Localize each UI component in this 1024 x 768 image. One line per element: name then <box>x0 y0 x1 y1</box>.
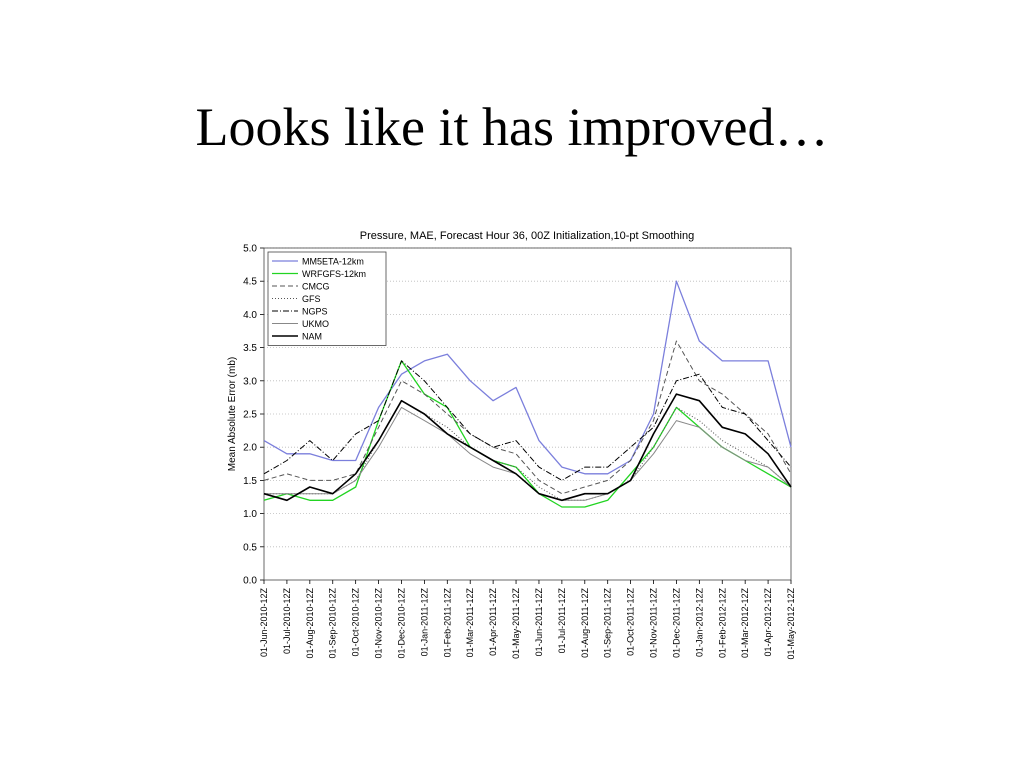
x-tick-label: 01-Jul-2010-12Z <box>282 588 292 655</box>
chart-title: Pressure, MAE, Forecast Hour 36, 00Z Ini… <box>360 230 694 242</box>
series-line-mm5eta-12km <box>263 280 792 475</box>
x-tick-label: 01-Mar-2012-12Z <box>740 587 750 658</box>
legend-label: NGPS <box>302 307 328 317</box>
chart-figure: Pressure, MAE, Forecast Hour 36, 00Z Ini… <box>220 222 810 682</box>
x-tick-label: 01-Jan-2012-12Z <box>694 588 704 658</box>
y-tick-label: 0.0 <box>243 576 257 587</box>
legend-label: NAM <box>302 332 322 342</box>
legend-label: MM5ETA-12km <box>302 257 364 267</box>
x-tick-label: 01-May-2012-12Z <box>786 588 796 660</box>
series-line-nam <box>263 393 792 502</box>
y-axis-label: Mean Absolute Error (mb) <box>227 357 238 472</box>
axes: 0.0 0.5 1.0 1.5 2.0 2.5 3.0 3.5 4.0 4.5 5.0 01-Jun-… <box>243 244 796 660</box>
line-chart: Pressure, MAE, Forecast Hour 36, 00Z Ini… <box>227 230 796 660</box>
y-tick-label: 3.0 <box>243 376 257 387</box>
legend: MM5ETA-12km WRFGFS-12km CMCG GFS NGPS UKMO NAM <box>267 251 387 346</box>
x-tick-label: 01-Dec-2011-12Z <box>671 588 681 658</box>
x-tick-label: 01-Mar-2011-12Z <box>465 588 475 658</box>
y-tick-label: 3.5 <box>243 343 257 354</box>
series-line-ukmo <box>264 406 792 501</box>
x-tick-label: 01-Dec-2010-12Z <box>396 588 406 659</box>
x-tick-label: 01-Nov-2010-12Z <box>374 588 384 659</box>
x-tick-label: 01-Oct-2010-12Z <box>351 588 361 657</box>
y-tick-label: 0.5 <box>243 542 257 553</box>
series-line-cmcg <box>263 340 792 495</box>
x-tick-label: 01-Jul-2011-12Z <box>557 588 567 654</box>
x-tick-label: 01-Jan-2011-12Z <box>419 587 429 656</box>
x-tick-label: 01-Aug-2010-12Z <box>305 587 315 658</box>
x-tick-label: 01-Sep-2010-12Z <box>328 587 338 658</box>
y-tick-label: 1.0 <box>243 509 257 520</box>
legend-label: UKMO <box>302 319 329 329</box>
x-tick-label: 01-Oct-2011-12Z <box>626 588 636 656</box>
y-tick-label: 2.5 <box>243 410 257 421</box>
y-tick-label: 1.5 <box>243 476 257 487</box>
legend-label: CMCG <box>302 282 330 292</box>
x-tick-label: 01-Feb-2011-12Z <box>442 588 452 658</box>
y-tick-label: 4.0 <box>243 310 257 321</box>
x-tick-label: 01-May-2011-12Z <box>511 588 521 659</box>
x-tick-label: 01-Aug-2011-12Z <box>580 588 590 658</box>
legend-label: WRFGFS-12km <box>302 269 366 279</box>
x-tick-label: 01-Jun-2011-12Z <box>534 587 544 656</box>
plot-frame <box>263 247 792 581</box>
y-tick-label: 2.0 <box>243 443 257 454</box>
y-tick-label: 5.0 <box>243 244 257 255</box>
x-tick-label: 01-Feb-2012-12Z <box>717 588 727 659</box>
x-tick-label: 01-Sep-2011-12Z <box>603 588 613 658</box>
legend-label: GFS <box>302 294 321 304</box>
series-line-ngps <box>263 360 792 481</box>
series-lines <box>263 280 792 508</box>
x-tick-label: 01-Apr-2012-12Z <box>763 588 773 657</box>
y-tick-label: 4.5 <box>243 277 257 288</box>
x-tick-label: 01-Apr-2011-12Z <box>488 588 498 656</box>
x-tick-label: 01-Jun-2010-12Z <box>259 588 269 658</box>
x-tick-label: 01-Nov-2011-12Z <box>649 588 659 658</box>
slide-title: Looks like it has improved… <box>195 97 829 157</box>
